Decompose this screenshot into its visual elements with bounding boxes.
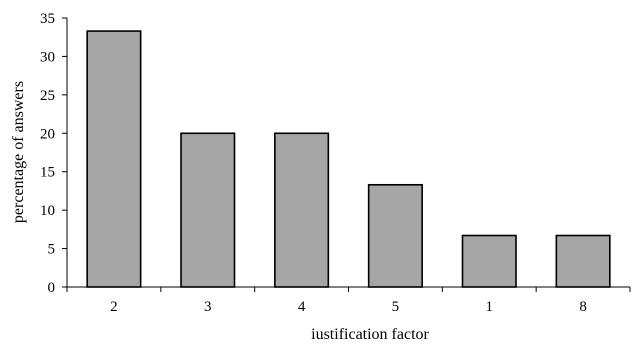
x-tick-label: 3 bbox=[204, 299, 212, 315]
y-tick-label: 25 bbox=[40, 88, 55, 104]
bar-4 bbox=[274, 132, 330, 288]
y-tick-label: 15 bbox=[40, 165, 55, 181]
bar-2 bbox=[86, 30, 142, 288]
y-tick-label: 10 bbox=[40, 203, 55, 219]
x-axis-title: iustification factor bbox=[311, 326, 429, 343]
y-tick-label: 20 bbox=[40, 126, 55, 142]
bar-3 bbox=[180, 132, 236, 288]
x-tick-label: 8 bbox=[579, 299, 587, 315]
bar-1 bbox=[461, 234, 517, 288]
bar-8 bbox=[555, 234, 611, 288]
x-tick-label: 2 bbox=[110, 299, 118, 315]
bars-group bbox=[86, 30, 611, 288]
y-tick-label: 5 bbox=[48, 242, 56, 258]
y-tick-label: 35 bbox=[40, 11, 55, 27]
y-tick-label: 30 bbox=[40, 49, 55, 65]
bar-5 bbox=[367, 183, 423, 288]
x-tick-label: 4 bbox=[298, 299, 306, 315]
y-tick-label: 0 bbox=[48, 280, 56, 296]
x-axis: 2 3 4 5 1 8 bbox=[66, 286, 631, 315]
y-axis-title: percentage of answers bbox=[10, 81, 27, 223]
x-tick-label: 1 bbox=[486, 299, 494, 315]
y-axis: 0 5 10 15 20 25 30 35 bbox=[40, 11, 68, 296]
x-tick-label: 5 bbox=[392, 299, 400, 315]
